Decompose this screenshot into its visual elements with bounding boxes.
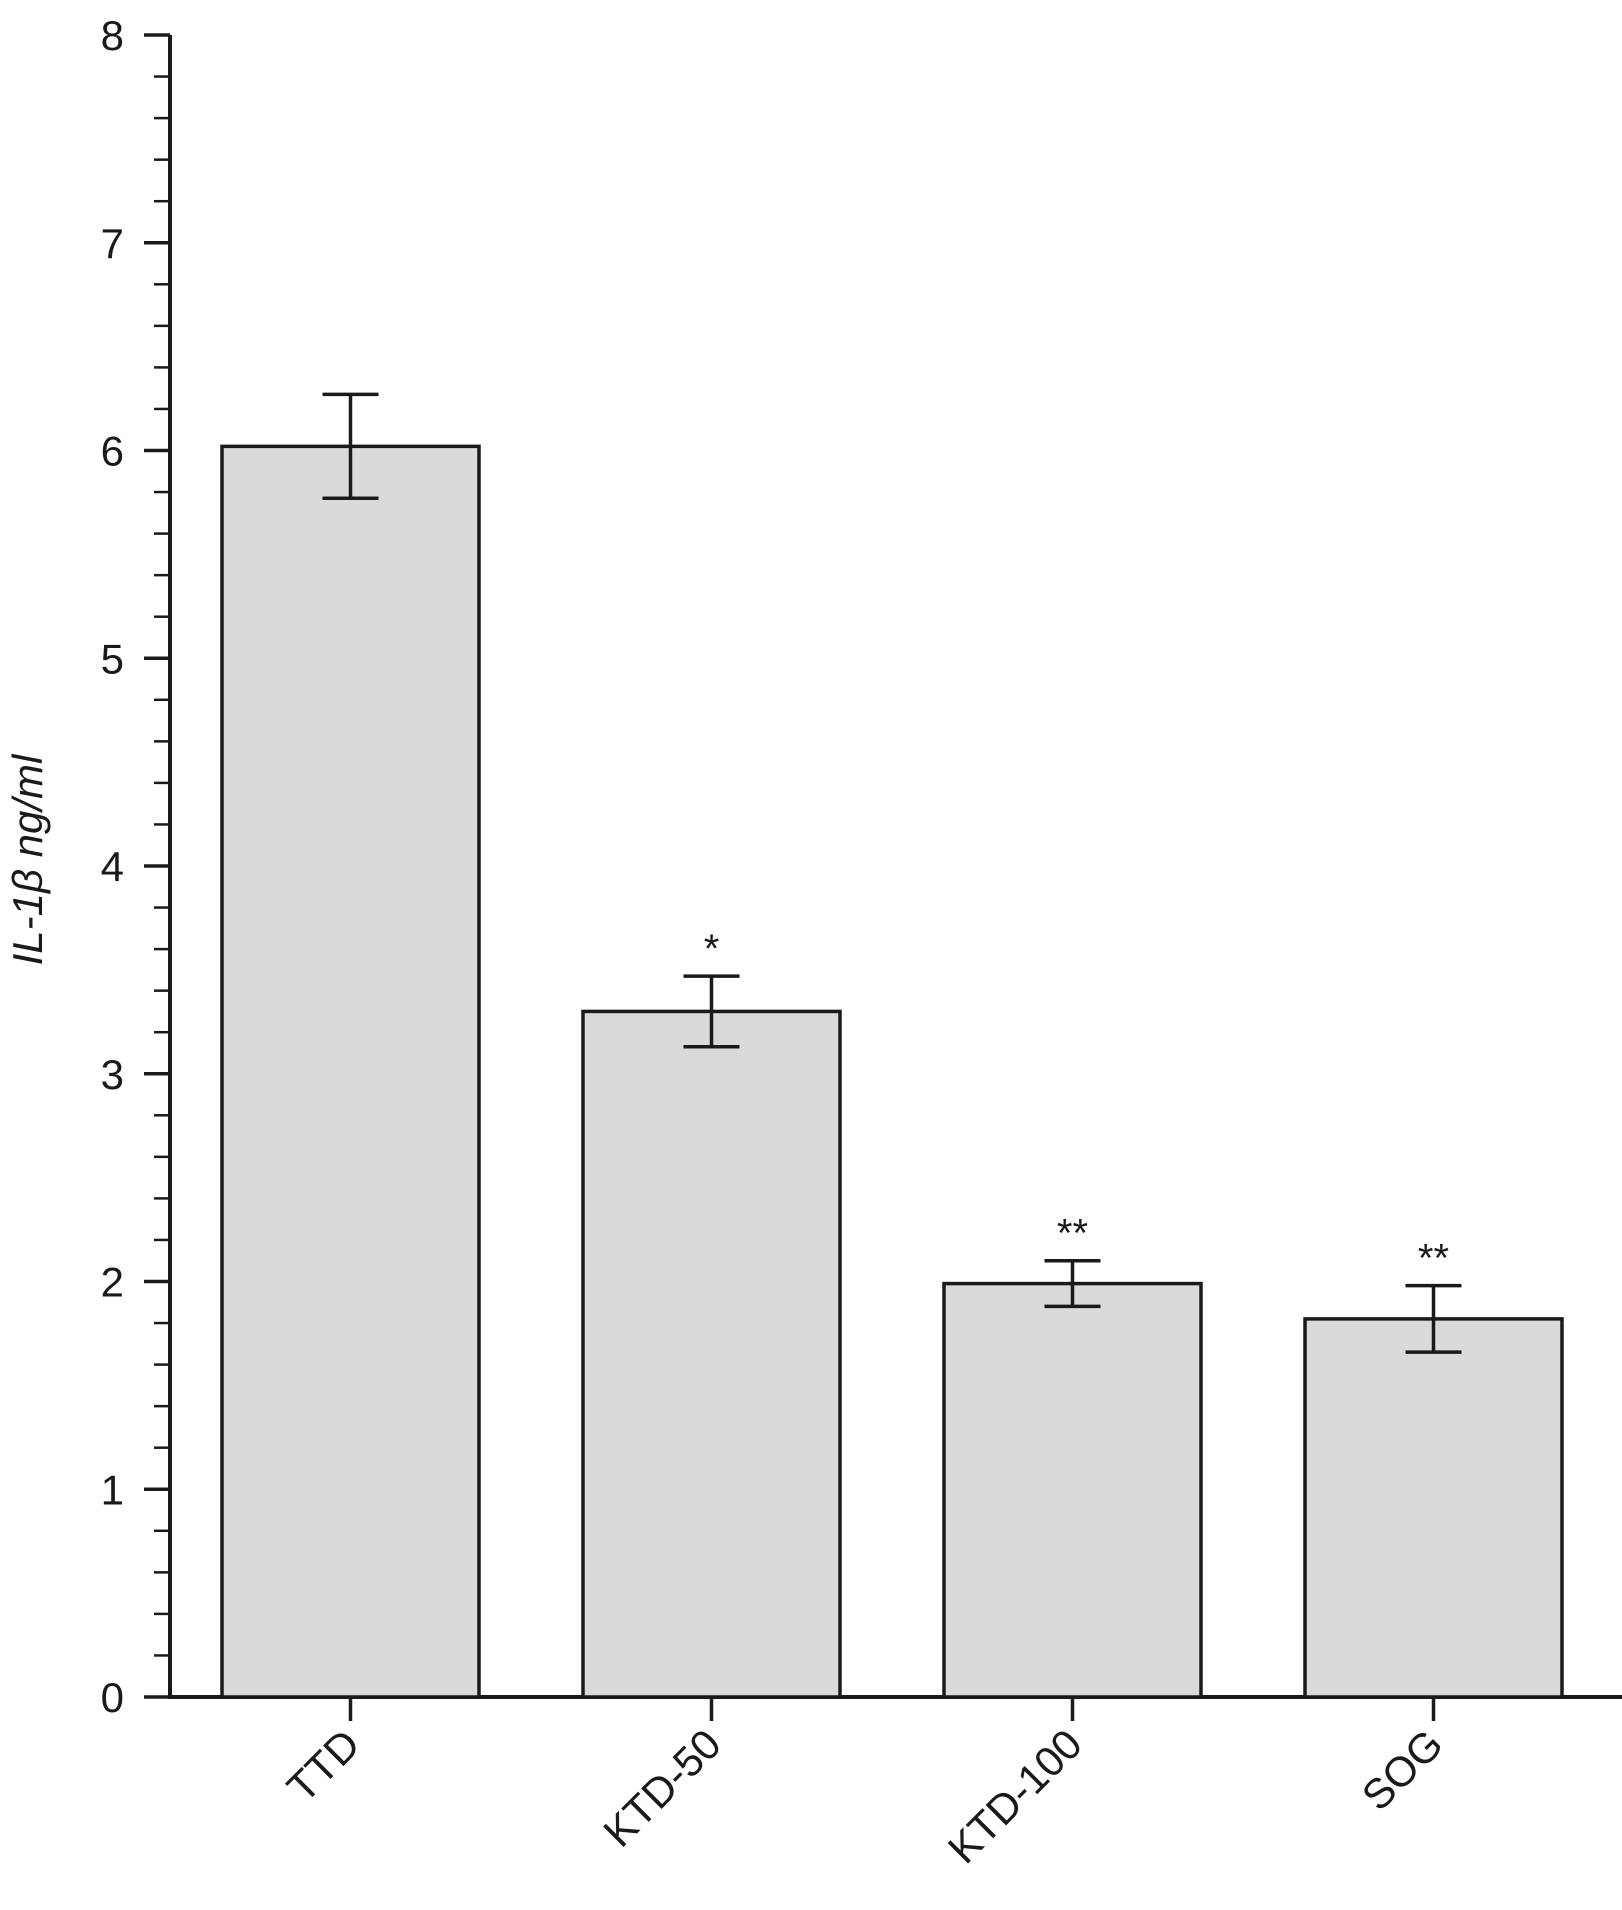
bar-sog	[1303, 1317, 1564, 1699]
y-axis-label: IL-1β ng/ml	[4, 753, 51, 965]
x-tick-labels: TTD KTD-50 KTD-100 SOG	[278, 1720, 1452, 1872]
y-tick-label: 5	[101, 635, 124, 682]
bars	[220, 444, 1564, 1699]
bar-ttd	[220, 444, 481, 1699]
x-tick-label: TTD	[278, 1720, 369, 1811]
y-tick-label: 3	[101, 1051, 124, 1098]
x-tick-label: KTD-100	[939, 1720, 1091, 1872]
bar-ktd-50	[581, 1009, 842, 1699]
y-tick-label: 8	[101, 12, 124, 59]
y-tick-label: 6	[101, 428, 124, 475]
y-tick-label: 4	[101, 843, 124, 890]
y-tick-label: 1	[101, 1466, 124, 1513]
y-tick-label: 7	[101, 220, 124, 267]
y-tick-labels: 0 1 2 3 4 5 6 7 8	[101, 12, 124, 1721]
x-tick-label: SOG	[1353, 1720, 1452, 1819]
y-tick-label: 2	[101, 1259, 124, 1306]
significance-marker: **	[1418, 1237, 1449, 1281]
bar-ktd-100	[942, 1281, 1203, 1699]
error-bars	[322, 392, 1462, 1354]
significance-annotations: *****	[704, 927, 1449, 1281]
y-tick-label: 0	[101, 1674, 124, 1721]
significance-marker: *	[704, 927, 720, 971]
significance-marker: **	[1057, 1212, 1088, 1256]
x-tick-label: KTD-50	[594, 1720, 730, 1856]
